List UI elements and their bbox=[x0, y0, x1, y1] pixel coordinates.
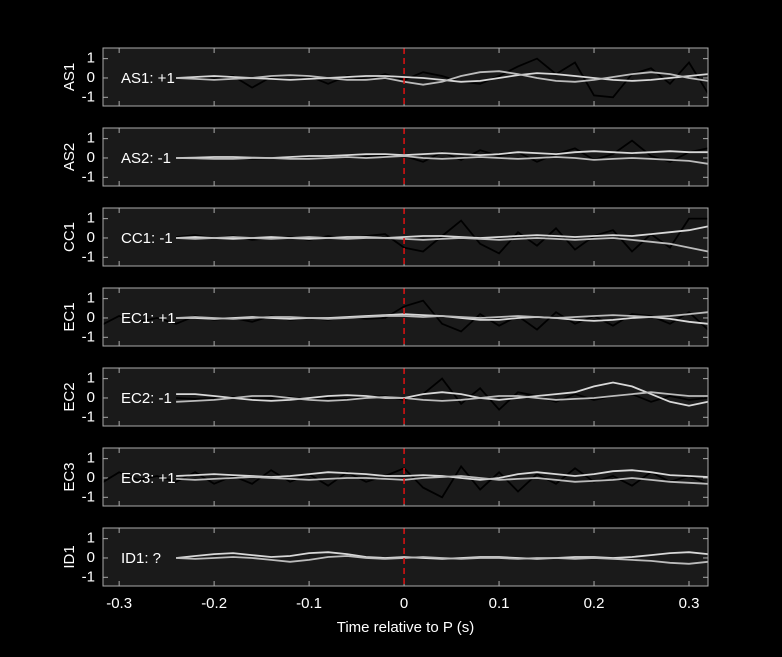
y-tick-label: -1 bbox=[82, 568, 95, 585]
trace bbox=[176, 311, 709, 320]
y-axis-label: EC1 bbox=[61, 302, 78, 331]
x-axis-label: Time relative to P (s) bbox=[337, 619, 475, 636]
trace bbox=[176, 469, 709, 481]
x-tick-label: -0.1 bbox=[296, 595, 322, 612]
trace bbox=[176, 57, 709, 99]
y-tick-label: 1 bbox=[87, 370, 95, 387]
x-tick-label: 0.3 bbox=[679, 595, 700, 612]
trace bbox=[176, 72, 709, 83]
y-tick-label: 1 bbox=[87, 210, 95, 227]
trace bbox=[176, 381, 709, 407]
polarity-label: EC2: -1 bbox=[121, 390, 172, 407]
y-tick-label: -1 bbox=[82, 88, 95, 105]
y-tick-label: 1 bbox=[87, 130, 95, 147]
x-tick-label: -0.3 bbox=[106, 595, 132, 612]
y-tick-label: 0 bbox=[87, 309, 95, 326]
y-axis-label: CC1 bbox=[61, 222, 78, 252]
y-tick-label: 0 bbox=[87, 69, 95, 86]
y-tick-label: 0 bbox=[87, 549, 95, 566]
x-tick-label: 0.2 bbox=[584, 595, 605, 612]
y-tick-label: -1 bbox=[82, 328, 95, 345]
trace bbox=[176, 236, 709, 253]
y-tick-label: 0 bbox=[87, 149, 95, 166]
polarity-label: EC1: +1 bbox=[121, 310, 176, 327]
x-tick-label: 0.1 bbox=[489, 595, 510, 612]
axes-frame bbox=[102, 287, 709, 347]
y-tick-label: 0 bbox=[87, 229, 95, 246]
polarity-label: CC1: -1 bbox=[121, 230, 173, 247]
axes-frame bbox=[102, 527, 709, 587]
axes-frame bbox=[102, 207, 709, 267]
trace bbox=[176, 155, 709, 165]
trace bbox=[176, 391, 708, 403]
trace bbox=[176, 555, 709, 565]
y-tick-label: -1 bbox=[82, 168, 95, 185]
axes-frame bbox=[102, 447, 709, 507]
axes-frame bbox=[102, 47, 709, 107]
polarity-label: AS1: +1 bbox=[121, 70, 175, 87]
y-axis-label: EC3 bbox=[61, 462, 78, 491]
y-tick-label: -1 bbox=[82, 248, 95, 265]
y-axis-label: AS1 bbox=[61, 63, 78, 91]
trace bbox=[176, 70, 709, 86]
trace bbox=[176, 225, 709, 240]
y-axis-label: AS2 bbox=[61, 143, 78, 171]
y-tick-label: 1 bbox=[87, 530, 95, 547]
y-tick-label: 0 bbox=[87, 469, 95, 486]
y-tick-label: 1 bbox=[87, 450, 95, 467]
axes-frame bbox=[102, 367, 709, 427]
y-tick-label: -1 bbox=[82, 488, 95, 505]
x-tick-label: -0.2 bbox=[201, 595, 227, 612]
polarity-label: AS2: -1 bbox=[121, 150, 171, 167]
y-tick-label: 0 bbox=[87, 389, 95, 406]
axes-background bbox=[103, 448, 708, 506]
y-tick-label: 1 bbox=[87, 50, 95, 67]
y-tick-label: -1 bbox=[82, 408, 95, 425]
x-tick-label: 0 bbox=[400, 595, 408, 612]
y-axis-label: ID1 bbox=[61, 545, 78, 568]
polarity-label: EC3: +1 bbox=[121, 470, 176, 487]
y-tick-label: 1 bbox=[87, 290, 95, 307]
polarity-label: ID1: ? bbox=[121, 550, 161, 567]
axes-frame bbox=[102, 127, 709, 187]
trace bbox=[176, 475, 709, 485]
y-axis-label: EC2 bbox=[61, 382, 78, 411]
